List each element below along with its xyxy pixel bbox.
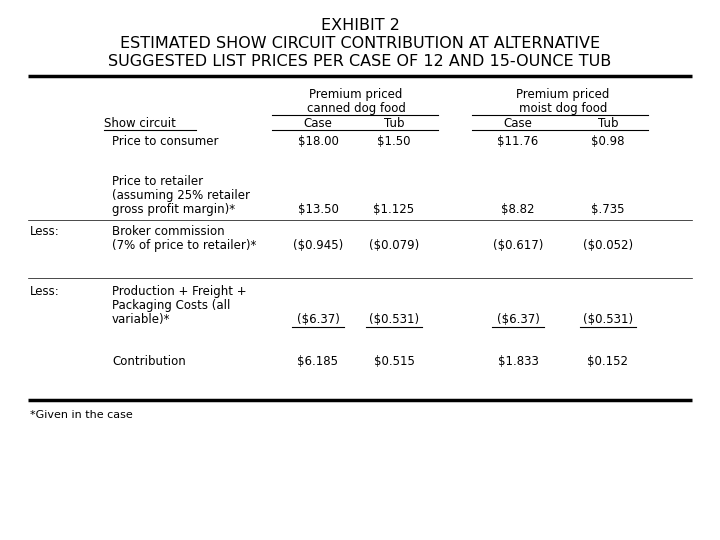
Text: $8.82: $8.82 (501, 203, 535, 216)
Text: $1.50: $1.50 (377, 135, 410, 148)
Text: Tub: Tub (598, 117, 618, 130)
Text: $13.50: $13.50 (297, 203, 338, 216)
Text: Premium priced: Premium priced (516, 88, 610, 101)
Text: Case: Case (304, 117, 333, 130)
Text: $1.125: $1.125 (374, 203, 415, 216)
Text: Price to retailer: Price to retailer (112, 175, 203, 188)
Text: variable)*: variable)* (112, 313, 171, 326)
Text: Tub: Tub (384, 117, 404, 130)
Text: $1.833: $1.833 (498, 355, 539, 368)
Text: Price to consumer: Price to consumer (112, 135, 218, 148)
Text: EXHIBIT 2: EXHIBIT 2 (320, 18, 400, 33)
Text: ($0.531): ($0.531) (583, 313, 633, 326)
Text: ESTIMATED SHOW CIRCUIT CONTRIBUTION AT ALTERNATIVE: ESTIMATED SHOW CIRCUIT CONTRIBUTION AT A… (120, 36, 600, 51)
Text: ($0.531): ($0.531) (369, 313, 419, 326)
Text: gross profit margin)*: gross profit margin)* (112, 203, 235, 216)
Text: moist dog food: moist dog food (519, 102, 607, 115)
Text: canned dog food: canned dog food (307, 102, 405, 115)
Text: ($0.052): ($0.052) (583, 239, 633, 252)
Text: ($6.37): ($6.37) (497, 313, 539, 326)
Text: Show circuit: Show circuit (104, 117, 176, 130)
Text: *Given in the case: *Given in the case (30, 410, 132, 420)
Text: Broker commission: Broker commission (112, 225, 225, 238)
Text: Packaging Costs (all: Packaging Costs (all (112, 299, 230, 312)
Text: $.735: $.735 (591, 203, 625, 216)
Text: Premium priced: Premium priced (310, 88, 402, 101)
Text: $11.76: $11.76 (498, 135, 539, 148)
Text: Case: Case (503, 117, 532, 130)
Text: Production + Freight +: Production + Freight + (112, 285, 247, 298)
Text: SUGGESTED LIST PRICES PER CASE OF 12 AND 15-OUNCE TUB: SUGGESTED LIST PRICES PER CASE OF 12 AND… (109, 54, 611, 69)
Text: $18.00: $18.00 (297, 135, 338, 148)
Text: $6.185: $6.185 (297, 355, 338, 368)
Text: (7% of price to retailer)*: (7% of price to retailer)* (112, 239, 256, 252)
Text: (assuming 25% retailer: (assuming 25% retailer (112, 189, 250, 202)
Text: $0.515: $0.515 (374, 355, 415, 368)
Text: Less:: Less: (30, 225, 60, 238)
Text: $0.152: $0.152 (588, 355, 629, 368)
Text: ($0.617): ($0.617) (492, 239, 543, 252)
Text: Less:: Less: (30, 285, 60, 298)
Text: ($0.945): ($0.945) (293, 239, 343, 252)
Text: ($0.079): ($0.079) (369, 239, 419, 252)
Text: Contribution: Contribution (112, 355, 186, 368)
Text: $0.98: $0.98 (591, 135, 625, 148)
Text: ($6.37): ($6.37) (297, 313, 339, 326)
